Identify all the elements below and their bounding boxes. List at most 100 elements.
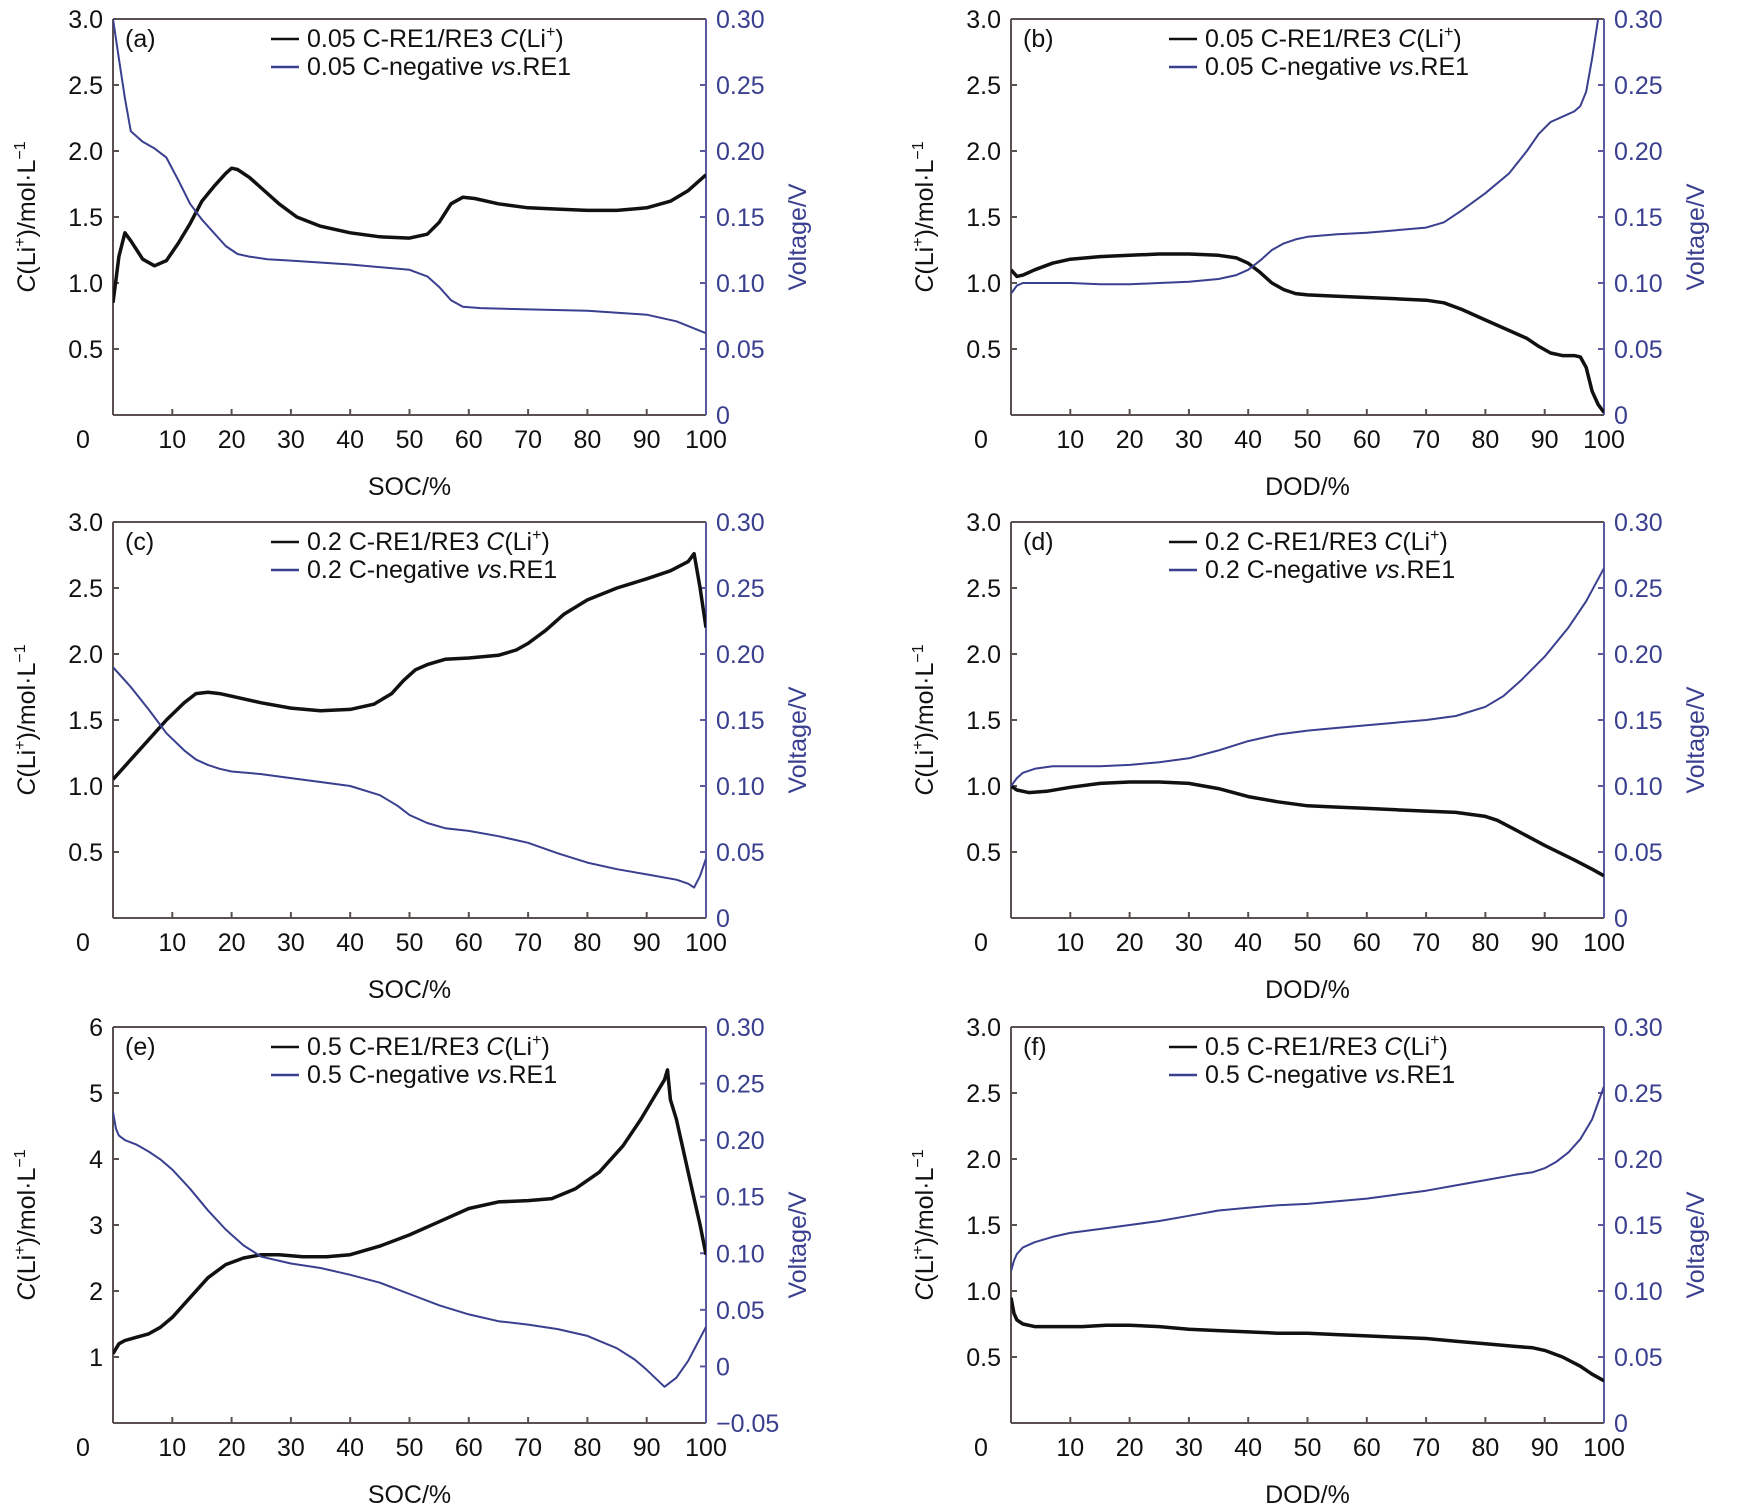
y2-tick-label: 0.25 — [716, 72, 765, 100]
y2-tick-label: 0.15 — [1614, 1212, 1663, 1240]
x-tick-label: 50 — [1294, 1434, 1322, 1462]
y-tick-label: 1.5 — [68, 204, 103, 232]
x-tick-label: 50 — [1294, 426, 1322, 454]
y2-tick-label: 0.10 — [716, 270, 765, 298]
x-tick-label: 10 — [1056, 1434, 1084, 1462]
y-axis-title: C(Li+)/mol·L−1 — [910, 1149, 939, 1300]
y-axis-title: C(Li+)/mol·L−1 — [12, 141, 41, 292]
x-tick-label: 10 — [158, 929, 186, 957]
panel-label: (a) — [125, 25, 156, 53]
x-tick-label: 60 — [455, 426, 483, 454]
x-tick-label: 0 — [974, 929, 988, 957]
x-tick-label: 0 — [974, 426, 988, 454]
x-tick-label: 60 — [1353, 1434, 1381, 1462]
x-tick-label: 40 — [1234, 1434, 1262, 1462]
x-tick-label: 100 — [685, 426, 727, 454]
y2-axis-title: Voltage/V — [1682, 686, 1710, 793]
x-tick-label: 90 — [633, 426, 661, 454]
x-tick-label: 50 — [396, 426, 424, 454]
legend: 0.2 C-RE1/RE3 C(Li+)0.2 C-negative vs.RE… — [271, 527, 557, 584]
x-tick-label: 70 — [1412, 426, 1440, 454]
legend: 0.5 C-RE1/RE3 C(Li+)0.5 C-negative vs.RE… — [1169, 1032, 1455, 1089]
y2-tick-label: 0.30 — [1614, 509, 1663, 537]
y-tick-label: 0.5 — [68, 839, 103, 867]
y2-tick-label: 0 — [716, 905, 730, 933]
x-tick-label: 100 — [1583, 426, 1625, 454]
series-line-concentration — [1011, 1297, 1604, 1383]
x-axis-title: SOC/% — [368, 473, 451, 501]
x-tick-label: 70 — [1412, 1434, 1440, 1462]
panel-e: 0 10 20 30 40 50 60 70 80 90 100 SOC/% 1 2 3 4 5 6 C(Li+)/… — [12, 1014, 812, 1509]
y-tick-label: 0.5 — [966, 1344, 1001, 1372]
y2-tick-label: 0.05 — [1614, 1344, 1663, 1372]
x-tick-label: 30 — [277, 1434, 305, 1462]
y2-tick-label: 0.10 — [716, 1240, 765, 1268]
legend-label-concentration: 0.2 C-RE1/RE3 C(Li+) — [1205, 527, 1448, 556]
x-tick-label: 80 — [573, 929, 601, 957]
y2-tick-label: 0.25 — [716, 1071, 765, 1099]
x-tick-label: 30 — [277, 426, 305, 454]
y-tick-label: 1.0 — [68, 773, 103, 801]
y-tick-label: 2.5 — [68, 575, 103, 603]
x-tick-label: 60 — [1353, 929, 1381, 957]
x-tick-label: 30 — [1175, 1434, 1203, 1462]
y-tick-label: 3.0 — [966, 509, 1001, 537]
x-tick-label: 40 — [1234, 426, 1262, 454]
y-tick-label: 3.0 — [68, 509, 103, 537]
series-line-voltage — [1011, 1086, 1604, 1272]
legend-label-concentration: 0.5 C-RE1/RE3 C(Li+) — [1205, 1032, 1448, 1061]
x-tick-label: 80 — [573, 1434, 601, 1462]
x-tick-label: 10 — [158, 426, 186, 454]
y-tick-label: 2.5 — [68, 72, 103, 100]
y-tick-label: 5 — [89, 1080, 103, 1108]
x-tick-label: 10 — [1056, 426, 1084, 454]
y2-tick-label: 0 — [716, 402, 730, 430]
y2-tick-label: 0.20 — [716, 1127, 765, 1155]
y-tick-label: 0.5 — [966, 336, 1001, 364]
y-tick-label: 1.0 — [68, 270, 103, 298]
y-tick-label: 0.5 — [68, 336, 103, 364]
y2-tick-label: 0.25 — [1614, 72, 1663, 100]
y2-axis-title: Voltage/V — [1682, 183, 1710, 290]
x-tick-label: 30 — [1175, 929, 1203, 957]
y-axis-title: C(Li+)/mol·L−1 — [12, 644, 41, 795]
legend-label-voltage: 0.5 C-negative vs.RE1 — [1205, 1061, 1455, 1089]
series-line-concentration — [113, 551, 706, 781]
y2-tick-label: 0 — [1614, 402, 1628, 430]
legend: 0.2 C-RE1/RE3 C(Li+)0.2 C-negative vs.RE… — [1169, 527, 1455, 584]
y2-tick-label: 0.15 — [716, 707, 765, 735]
y-tick-label: 6 — [89, 1014, 103, 1042]
legend-label-voltage: 0.05 C-negative vs.RE1 — [307, 53, 571, 81]
panel-d: 0 10 20 30 40 50 60 70 80 90 100 DOD/% 0.5 1.0 1.5 2.0 2… — [910, 509, 1710, 1004]
y2-tick-label: 0.20 — [1614, 641, 1663, 669]
x-tick-label: 80 — [1471, 1434, 1499, 1462]
x-tick-label: 90 — [633, 929, 661, 957]
legend-label-concentration: 0.05 C-RE1/RE3 C(Li+) — [1205, 24, 1462, 53]
y2-tick-label: 0 — [1614, 1410, 1628, 1438]
x-tick-label: 80 — [1471, 929, 1499, 957]
y2-tick-label: 0.30 — [716, 1014, 765, 1042]
panel-a: 0 10 20 30 40 50 60 70 80 90 100 SOC/% 0.5 1.0 1.5 2.0 2… — [12, 6, 812, 501]
legend-label-concentration: 0.2 C-RE1/RE3 C(Li+) — [307, 527, 550, 556]
x-tick-label: 0 — [76, 929, 90, 957]
x-tick-label: 60 — [1353, 426, 1381, 454]
legend-label-voltage: 0.5 C-negative vs.RE1 — [307, 1061, 557, 1089]
x-axis-title: DOD/% — [1265, 473, 1350, 501]
y2-tick-label: 0.20 — [716, 138, 765, 166]
y2-tick-label: 0 — [1614, 905, 1628, 933]
panel-label: (d) — [1023, 528, 1054, 556]
x-tick-label: 100 — [685, 1434, 727, 1462]
y2-tick-label: 0.05 — [716, 839, 765, 867]
x-tick-label: 0 — [974, 1434, 988, 1462]
x-axis-title: SOC/% — [368, 976, 451, 1004]
x-tick-label: 20 — [218, 929, 246, 957]
y2-tick-label: 0.30 — [716, 509, 765, 537]
y2-tick-label: 0.05 — [716, 336, 765, 364]
legend-label-concentration: 0.05 C-RE1/RE3 C(Li+) — [307, 24, 564, 53]
series-line-voltage — [1011, 567, 1604, 787]
panel-f: 0 10 20 30 40 50 60 70 80 90 100 DOD/% 0.5 1.0 1.5 2.0 2… — [910, 1014, 1710, 1509]
x-tick-label: 100 — [685, 929, 727, 957]
y-tick-label: 0.5 — [966, 839, 1001, 867]
y2-tick-label: 0.05 — [1614, 839, 1663, 867]
x-tick-label: 90 — [1531, 929, 1559, 957]
